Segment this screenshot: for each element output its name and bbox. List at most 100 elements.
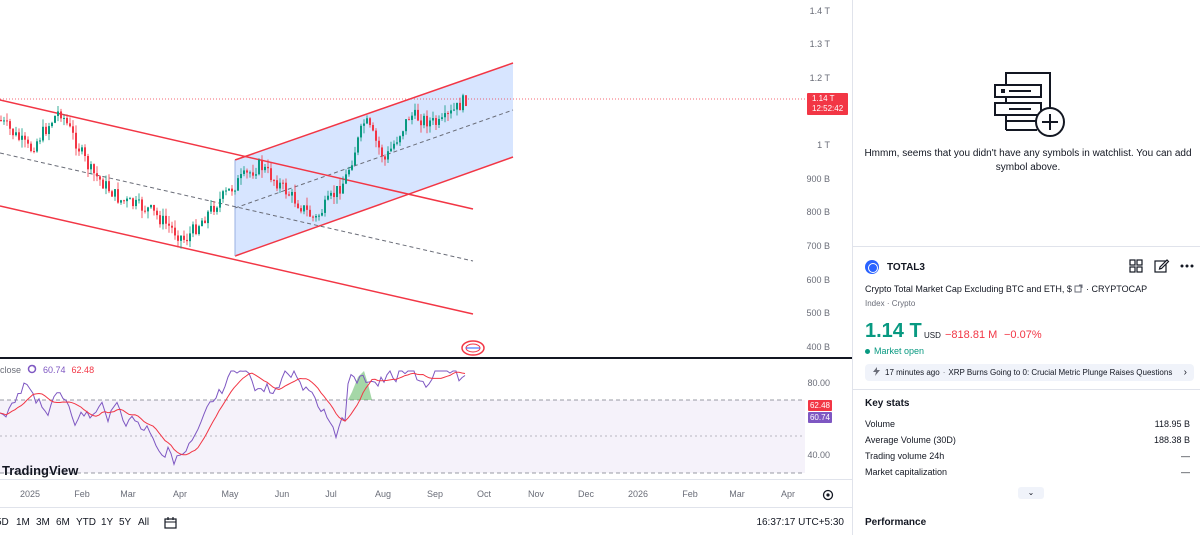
- time-tick: Mar: [729, 489, 745, 499]
- separator: ·: [1085, 284, 1089, 294]
- more-icon[interactable]: [1178, 257, 1196, 275]
- candle-body: [321, 212, 323, 216]
- candle-body: [24, 135, 26, 140]
- candle-body: [465, 95, 467, 106]
- range-button-5d[interactable]: 5D: [0, 517, 9, 528]
- rsi-band: [0, 400, 805, 473]
- candle-body: [177, 235, 179, 241]
- rsi-source: close: [0, 365, 22, 375]
- symbol-exchange[interactable]: CRYPTOCAP: [1091, 284, 1148, 294]
- news-headline[interactable]: 17 minutes ago · XRP Burns Going to 0: C…: [865, 364, 1194, 381]
- layout-icon[interactable]: [1127, 257, 1145, 275]
- range-button-ytd[interactable]: YTD: [76, 517, 96, 528]
- candle-body: [447, 113, 449, 115]
- range-button-all[interactable]: All: [138, 517, 150, 528]
- candles-group: [0, 93, 467, 249]
- range-button-1m[interactable]: 1M: [16, 517, 30, 528]
- chevron-down-icon: ⌄: [1027, 488, 1035, 497]
- candle-body: [429, 120, 431, 127]
- candle-body: [141, 199, 143, 211]
- candle-body: [84, 147, 86, 157]
- candle-body: [21, 135, 23, 140]
- time-tick: Mar: [120, 489, 136, 499]
- candle-body: [180, 235, 182, 241]
- symbol-currency: USD: [924, 331, 941, 340]
- rsi-scale[interactable]: 80.00 62.48 60.74 40.00: [805, 359, 852, 479]
- candle-body: [66, 117, 68, 124]
- pane-divider[interactable]: [0, 357, 852, 359]
- candle-body: [435, 118, 437, 125]
- stat-label: Trading volume 24h: [865, 451, 945, 461]
- rsi-pane[interactable]: [0, 359, 805, 479]
- rsi-lines-group: [0, 369, 466, 466]
- flag-icon[interactable]: [461, 340, 485, 357]
- symbol-ticker[interactable]: TOTAL3: [887, 261, 925, 273]
- candle-body: [189, 233, 191, 242]
- candle-body: [36, 141, 38, 152]
- timezone-clock[interactable]: 16:37:17 UTC+5:30: [756, 517, 844, 528]
- candle-body: [258, 159, 260, 175]
- edit-icon[interactable]: [1152, 257, 1170, 275]
- candle-body: [441, 117, 443, 119]
- rsi-chart[interactable]: [0, 359, 805, 479]
- candle-body: [396, 142, 398, 144]
- expand-stats-button[interactable]: ⌄: [1018, 487, 1044, 499]
- candle-body: [117, 189, 119, 203]
- price-scale[interactable]: 1.4 T 1.3 T 1.2 T 1 T 900 B 800 B 700 B …: [805, 0, 852, 357]
- external-link-icon[interactable]: [1074, 284, 1086, 294]
- stat-row: Market capitalization —: [865, 467, 1190, 477]
- candle-body: [369, 118, 371, 126]
- candle-body: [306, 205, 308, 210]
- symbol-header[interactable]: TOTAL3: [865, 259, 925, 275]
- news-title: XRP Burns Going to 0: Crucial Metric Plu…: [948, 368, 1173, 377]
- tradingview-logo[interactable]: TradingView: [2, 463, 79, 478]
- candle-body: [48, 126, 50, 135]
- symbol-price: 1.14 T: [865, 320, 922, 342]
- settings-icon[interactable]: [822, 488, 834, 501]
- candle-body: [81, 147, 83, 152]
- candle-body: [78, 148, 80, 152]
- candle-body: [300, 208, 302, 212]
- candlestick-chart[interactable]: [0, 0, 805, 357]
- candle-body: [3, 120, 5, 122]
- price-tick: 1.3 T: [809, 39, 830, 49]
- candle-body: [0, 120, 2, 121]
- rsi-overbought-fill: [348, 371, 372, 400]
- candle-body: [264, 166, 266, 171]
- range-button-5y[interactable]: 5Y: [119, 517, 132, 528]
- candle-body: [426, 115, 428, 127]
- candle-body: [357, 137, 359, 153]
- range-button-3m[interactable]: 3M: [36, 517, 50, 528]
- candle-body: [42, 126, 44, 141]
- main-chart-pane[interactable]: [0, 0, 805, 357]
- candle-body: [45, 126, 47, 135]
- calendar-icon[interactable]: [164, 516, 177, 534]
- candle-body: [288, 194, 290, 196]
- candle-body: [102, 179, 104, 189]
- rsi-ma-value: 62.48: [71, 365, 95, 375]
- stat-value: 188.38 B: [1153, 435, 1190, 445]
- price-tick: 1 T: [817, 140, 830, 150]
- candle-body: [51, 122, 53, 127]
- candle-body: [378, 140, 380, 148]
- range-button-6m[interactable]: 6M: [56, 517, 70, 528]
- candle-body: [330, 192, 332, 196]
- chevron-right-icon: ›: [1183, 367, 1187, 378]
- rsi-legend[interactable]: close 60.74 62.48: [0, 363, 94, 377]
- candle-body: [111, 191, 113, 197]
- candle-body: [57, 111, 59, 116]
- candle-body: [324, 199, 326, 213]
- time-axis[interactable]: 2025 Feb Mar Apr May Jun Jul Aug Sep Oct…: [0, 479, 852, 507]
- time-tick: Feb: [74, 489, 90, 499]
- candle-body: [150, 205, 152, 208]
- candle-body: [372, 125, 374, 131]
- candle-body: [243, 170, 245, 175]
- candle-body: [285, 182, 287, 195]
- candle-body: [108, 181, 110, 192]
- date-range-bar: 5D 1M 3M 6M YTD 1Y 5Y All 16:37:17 UTC+5…: [0, 507, 852, 535]
- price-change-percent: −0.07%: [1004, 329, 1042, 341]
- refresh-icon[interactable]: [27, 364, 37, 376]
- range-button-1y[interactable]: 1Y: [101, 517, 114, 528]
- rsi-line: [0, 369, 466, 466]
